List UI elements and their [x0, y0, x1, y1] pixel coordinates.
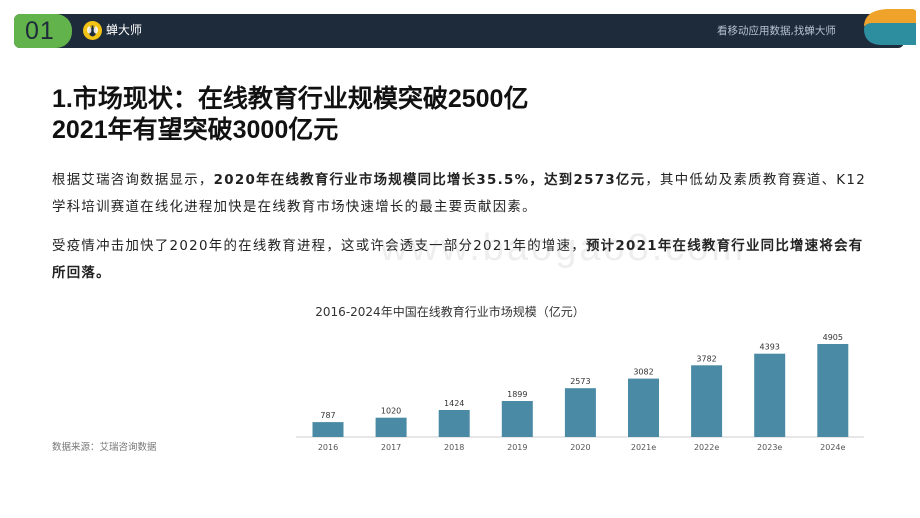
paragraph-pandemic-impact: 受疫情冲击加快了2020年的在线教育进程，这或许会透支一部分2021年的增速，预…: [52, 233, 874, 287]
x-tick-2024e: 2024e: [820, 443, 845, 452]
title-line-1: 1.市场现状：在线教育行业规模突破2500亿: [52, 85, 529, 113]
x-tick-2018: 2018: [444, 443, 464, 452]
data-label-2016: 787: [320, 411, 335, 420]
title-line-2: 2021年有望突破3000亿元: [52, 116, 339, 144]
x-tick-2021e: 2021e: [631, 443, 656, 452]
p1-text-1: 根据艾瑞咨询数据显示，: [52, 173, 214, 188]
bar-2020: [564, 388, 596, 437]
x-tick-2020: 2020: [570, 443, 590, 452]
x-tick-2019: 2019: [507, 443, 527, 452]
data-label-2019: 1899: [507, 390, 527, 399]
header-decoration-icon: [864, 9, 916, 45]
bar-2017: [375, 417, 407, 437]
page-title: 1.市场现状：在线教育行业规模突破2500亿 2021年有望突破3000亿元: [52, 84, 528, 146]
x-tick-2023e: 2023e: [757, 443, 782, 452]
bar-2019: [501, 401, 533, 437]
data-label-2023e: 4393: [760, 343, 780, 352]
x-tick-2016: 2016: [318, 443, 338, 452]
data-label-2020: 2573: [570, 377, 590, 386]
cicada-logo-icon: [83, 21, 102, 40]
p1-text-2: ，其中低幼及素质教育赛道、K12学科培训赛道在线化进程加快是在线教育市场快速增长…: [52, 173, 867, 215]
data-source: 数据来源：艾瑞咨询数据: [52, 442, 157, 453]
bar-2018: [438, 410, 470, 437]
p1-highlight: 2020年在线教育行业市场规模同比增长35.5%，达到2573亿元: [213, 173, 646, 188]
p2-text-1: 受疫情冲击加快了2020年的在线教育进程，这或许会透支一部分2021年的增速，: [52, 239, 586, 254]
paragraph-market-growth: 根据艾瑞咨询数据显示，2020年在线教育行业市场规模同比增长35.5%，达到25…: [52, 167, 874, 221]
bar-2023e: [754, 353, 786, 437]
x-tick-2017: 2017: [381, 443, 401, 452]
section-number: 01: [14, 14, 72, 48]
bar-2024e: [817, 344, 849, 437]
data-label-2018: 1424: [444, 399, 464, 408]
data-label-2017: 1020: [381, 407, 401, 416]
x-tick-2022e: 2022e: [694, 443, 719, 452]
bar-2021e: [628, 378, 659, 437]
header-bar: [14, 14, 904, 48]
brand-name: 蝉大师: [106, 23, 143, 37]
bar-2016: [312, 422, 344, 437]
bar-2022e: [691, 365, 723, 437]
chart-title: 2016-2024年中国在线教育行业市场规模（亿元）: [315, 305, 585, 319]
p2-highlight: 预计2021年在线教育行业同比增速将会有所回落。: [52, 239, 864, 281]
data-label-2024e: 4905: [823, 333, 843, 342]
header-slogan: 看移动应用数据,找蝉大师: [717, 25, 836, 37]
data-label-2022e: 3782: [696, 354, 716, 363]
data-label-2021e: 3082: [633, 368, 653, 377]
